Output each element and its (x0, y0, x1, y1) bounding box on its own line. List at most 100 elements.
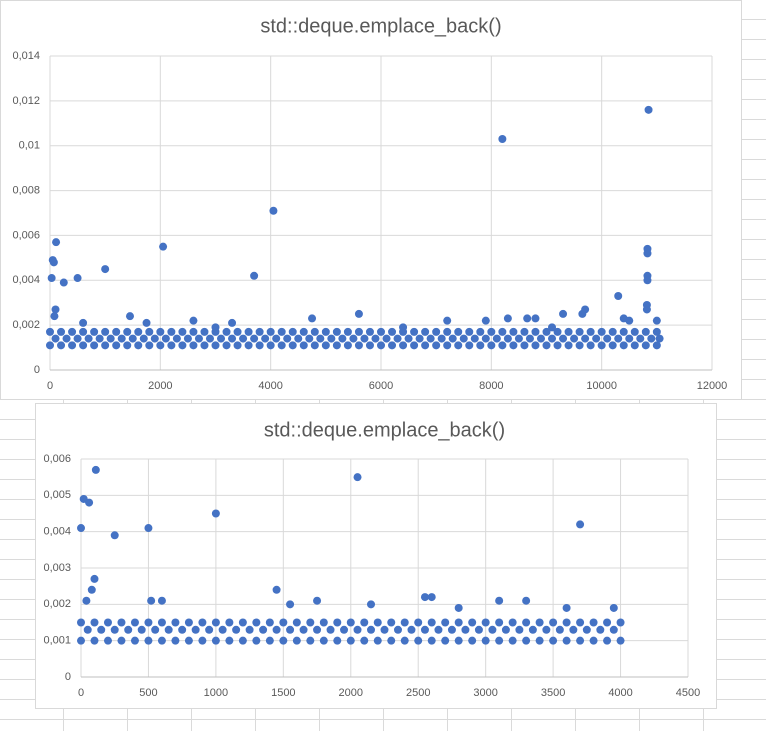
data-point (272, 585, 281, 594)
data-point (609, 625, 618, 634)
data-point (616, 636, 625, 645)
data-point (608, 341, 617, 350)
data-point (189, 341, 198, 350)
data-point (575, 327, 584, 336)
data-point (244, 341, 253, 350)
data-point (548, 334, 557, 343)
data-point (218, 625, 227, 634)
data-point (57, 327, 66, 336)
data-point (101, 327, 110, 336)
data-point (360, 334, 369, 343)
data-point (292, 618, 301, 627)
data-point (414, 618, 423, 627)
data-point (184, 618, 193, 627)
x-tick-label: 3000 (473, 687, 497, 699)
data-point (189, 316, 198, 325)
data-point (178, 625, 187, 634)
data-point (553, 341, 562, 350)
data-point (266, 327, 275, 336)
data-point (407, 625, 416, 634)
data-point (137, 625, 146, 634)
data-point (228, 334, 237, 343)
data-point (498, 341, 507, 350)
data-point (167, 341, 176, 350)
data-point (555, 625, 564, 634)
data-point (269, 206, 278, 215)
data-point (454, 603, 463, 612)
data-point (338, 334, 347, 343)
y-tick-label: 0,004 (12, 274, 40, 286)
data-point (59, 278, 68, 287)
x-tick-label: 2500 (406, 687, 430, 699)
data-point (427, 618, 436, 627)
data-point (630, 327, 639, 336)
data-point (492, 334, 501, 343)
data-point (481, 636, 490, 645)
data-point (387, 636, 396, 645)
data-point (426, 334, 435, 343)
data-point (225, 636, 234, 645)
data-point (549, 618, 558, 627)
data-point (655, 334, 664, 343)
data-point (283, 334, 292, 343)
data-point (198, 618, 207, 627)
data-point (101, 341, 110, 350)
data-point (101, 265, 110, 274)
data-point (589, 636, 598, 645)
data-point (134, 341, 143, 350)
data-point (211, 636, 220, 645)
data-point (432, 327, 441, 336)
data-point (139, 334, 148, 343)
data-point (156, 327, 165, 336)
data-point (652, 316, 661, 325)
data-point (319, 636, 328, 645)
data-point (597, 327, 606, 336)
data-point (474, 625, 483, 634)
data-point (52, 238, 61, 247)
data-point (91, 465, 100, 474)
data-point (365, 327, 374, 336)
data-point (461, 625, 470, 634)
data-point (233, 327, 242, 336)
data-point (90, 574, 99, 583)
data-point (252, 618, 261, 627)
data-point (523, 314, 532, 323)
data-point (581, 334, 590, 343)
data-point (288, 327, 297, 336)
data-point (124, 625, 133, 634)
data-point (151, 625, 160, 634)
x-tick-label: 500 (139, 687, 157, 699)
data-point (564, 341, 573, 350)
data-point (575, 341, 584, 350)
data-point (481, 334, 490, 343)
data-point (326, 625, 335, 634)
data-point (217, 334, 226, 343)
data-point (468, 618, 477, 627)
data-point (542, 625, 551, 634)
data-point (145, 341, 154, 350)
data-point (117, 618, 126, 627)
data-point (259, 625, 268, 634)
x-tick-label: 1000 (204, 687, 228, 699)
data-point (125, 312, 134, 321)
data-point (592, 334, 601, 343)
data-point (211, 509, 220, 518)
data-point (581, 305, 590, 314)
data-point (459, 334, 468, 343)
data-point (77, 618, 85, 627)
data-point (272, 625, 281, 634)
data-point (49, 258, 58, 267)
data-point (400, 636, 409, 645)
data-point (147, 596, 156, 605)
data-point (498, 327, 507, 336)
data-point (576, 636, 585, 645)
x-tick-label: 4000 (258, 380, 282, 392)
data-point (250, 271, 259, 280)
chart-panel (35, 403, 717, 709)
data-point (498, 134, 507, 143)
data-point (548, 323, 557, 332)
y-tick-label: 0 (34, 364, 40, 376)
data-point (299, 341, 308, 350)
data-point (562, 636, 571, 645)
data-point (597, 341, 606, 350)
